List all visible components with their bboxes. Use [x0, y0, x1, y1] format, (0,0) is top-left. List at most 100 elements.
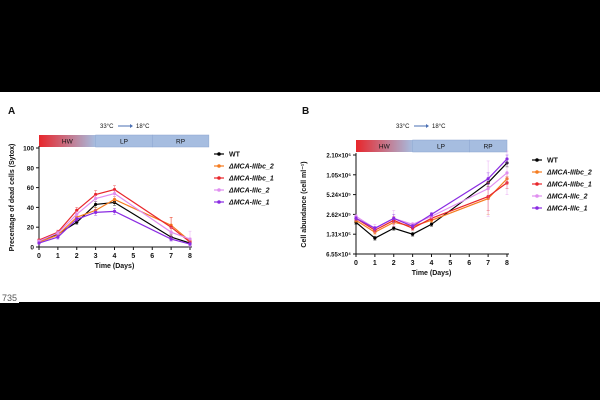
phase-label-hw: HW	[379, 144, 391, 151]
data-point	[373, 226, 377, 230]
data-point	[411, 232, 415, 236]
legend-marker-3	[535, 194, 539, 198]
x-tick-label: 2	[75, 253, 79, 260]
legend-marker-0	[217, 152, 221, 156]
y-tick-label: 6.55×10⁴	[326, 253, 351, 259]
x-tick-label: 5	[448, 260, 452, 267]
data-point	[56, 235, 60, 239]
x-tick-label: 0	[37, 253, 41, 260]
legend-marker-4	[535, 206, 539, 210]
data-point	[505, 171, 509, 175]
x-tick-label: 7	[486, 260, 490, 267]
x-tick-label: 5	[131, 253, 135, 260]
data-point	[505, 157, 509, 161]
chart-a: A 33°C 18°C HW LP RP 0 20 40 60 80 100 0 1 2 3 4 5 6 7 8 Time…	[8, 106, 274, 270]
y-tick-label: 5.24×10⁵	[326, 193, 351, 199]
y-tick-label: 60	[27, 185, 35, 192]
temp-to-label: 18°C	[432, 124, 446, 130]
temp-arrowhead-icon	[426, 124, 429, 128]
data-point	[37, 241, 41, 245]
legend-marker-0	[535, 158, 539, 162]
legend-label-4: ΔMCA-IIIc_1	[546, 206, 588, 213]
panel-label: A	[8, 106, 15, 117]
temp-from-label: 33°C	[100, 124, 114, 130]
data-point	[75, 212, 79, 216]
y-tick-label: 80	[27, 165, 35, 172]
x-tick-label: 7	[169, 253, 173, 260]
x-tick-label: 6	[150, 253, 154, 260]
x-axis-label: Time (Days)	[412, 270, 452, 277]
data-point	[188, 237, 192, 241]
y-tick-label: 100	[23, 146, 34, 153]
y-tick-label: 2.10×10⁶	[326, 154, 351, 160]
data-point	[392, 216, 396, 220]
legend-label-1: ΔMCA-IIIbc_2	[228, 164, 274, 171]
legend-label-1: ΔMCA-IIIbc_2	[546, 170, 592, 177]
data-point	[354, 216, 358, 220]
data-point	[112, 197, 117, 202]
x-tick-label: 0	[354, 260, 358, 267]
legend-label-2: ΔMCA-IIIbc_1	[228, 176, 274, 183]
phase-bar-rp	[152, 134, 210, 148]
x-tick-label: 8	[505, 260, 509, 267]
legend-marker-1	[535, 170, 539, 174]
data-point	[486, 187, 490, 191]
legend-label-3: ΔMCA-IIIc_2	[546, 194, 588, 201]
x-tick-label: 1	[373, 260, 377, 267]
legend-label-3: ΔMCA-IIIc_2	[228, 188, 270, 195]
data-point	[392, 226, 396, 230]
data-point	[94, 196, 98, 201]
data-point	[169, 237, 173, 241]
x-tick-label: 3	[94, 253, 98, 260]
phase-label-lp: LP	[120, 139, 128, 146]
legend-label-0: WT	[229, 152, 241, 159]
phase-label-lp: LP	[437, 144, 445, 151]
data-point	[169, 230, 173, 234]
temp-from-label: 33°C	[396, 124, 410, 130]
legend-marker-1	[217, 164, 221, 168]
y-tick-label: 0	[30, 245, 34, 252]
data-point	[188, 242, 192, 246]
temp-to-label: 18°C	[136, 124, 150, 130]
phase-label-hw: HW	[62, 139, 74, 146]
x-tick-label: 4	[113, 253, 117, 260]
legend-label-2: ΔMCA-IIIbc_1	[546, 182, 592, 189]
temp-arrowhead-icon	[130, 124, 133, 128]
x-tick-label: 4	[430, 260, 434, 267]
y-tick-label: 2.62×10⁵	[326, 213, 351, 219]
x-tick-label: 3	[411, 260, 415, 267]
line-number: 735	[0, 293, 20, 303]
phase-bar-hw	[39, 135, 96, 147]
legend-label-0: WT	[547, 158, 559, 165]
chart-b: B 33°C 18°C HW LP RP 6.55×10⁴ 1.31×10⁵ 2.62×10⁵ 5…	[301, 106, 592, 277]
data-point	[75, 217, 79, 221]
legend-marker-4	[217, 200, 221, 204]
y-tick-label: 1.05×10⁶	[326, 173, 351, 179]
x-tick-label: 8	[188, 253, 192, 260]
panel-label: B	[302, 106, 309, 117]
y-tick-label: 20	[27, 225, 35, 232]
data-point	[94, 202, 98, 207]
data-point	[94, 210, 98, 214]
x-tick-label: 2	[392, 260, 396, 267]
data-point	[429, 222, 434, 226]
phase-bar-hw	[356, 140, 413, 152]
data-point	[112, 209, 117, 213]
data-point	[373, 236, 377, 240]
y-axis-label: Cell abundance (cell ml⁻¹)	[301, 161, 308, 247]
x-axis-label: Time (Days)	[95, 263, 135, 270]
phase-bar-rp	[469, 139, 508, 153]
legend-marker-3	[217, 188, 221, 192]
data-point	[486, 177, 490, 181]
x-tick-label: 6	[467, 260, 471, 267]
x-tick-label: 1	[56, 253, 60, 260]
legend-marker-2	[217, 176, 221, 180]
phase-label-rp: RP	[176, 139, 185, 146]
y-axis-label: Precentage of dead cells (Sytox)	[9, 144, 16, 252]
legend-label-4: ΔMCA-IIIc_1	[228, 200, 270, 207]
data-point	[429, 212, 434, 216]
data-point	[56, 231, 60, 235]
phase-label-rp: RP	[484, 144, 493, 151]
data-point	[112, 191, 117, 196]
series-line-1	[38, 198, 191, 243]
